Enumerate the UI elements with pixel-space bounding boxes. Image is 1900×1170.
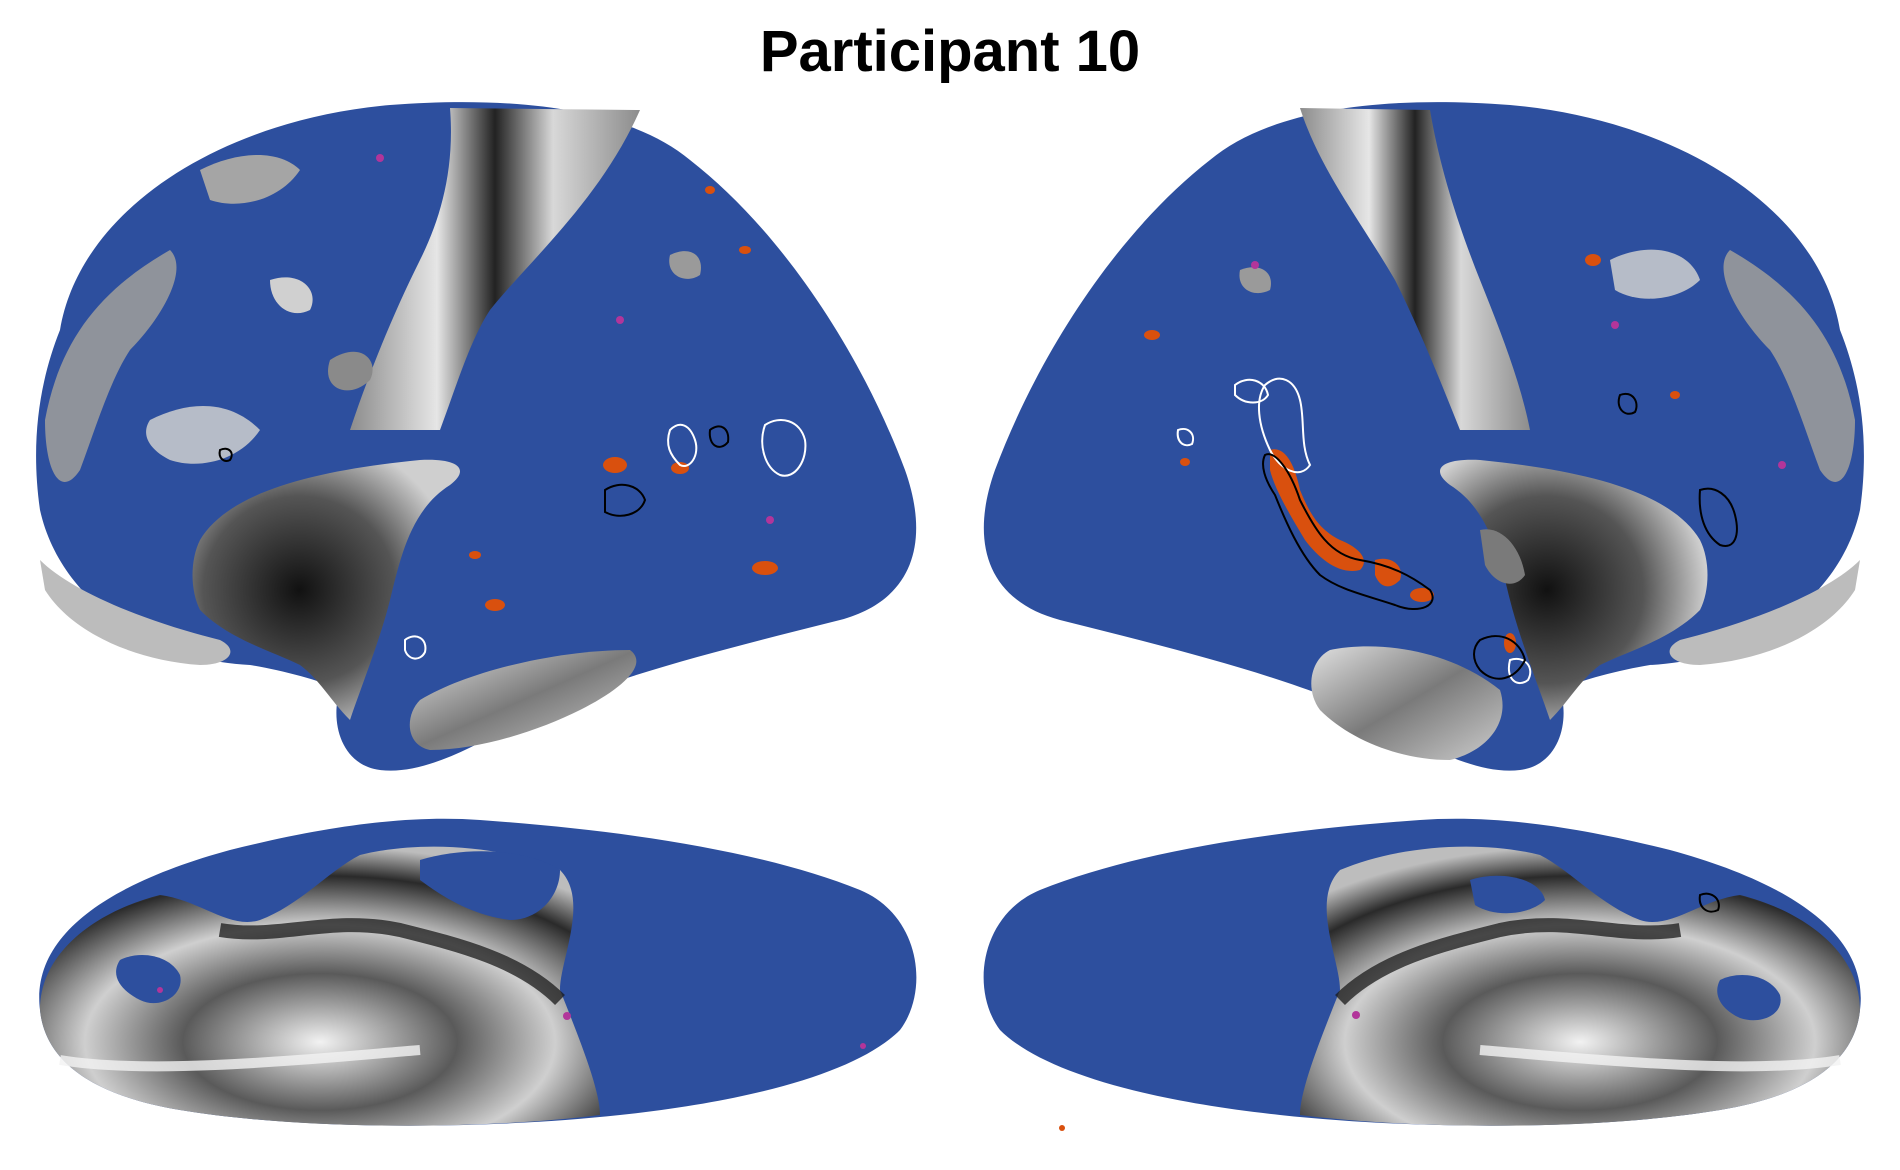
- activation-cluster: [671, 462, 689, 474]
- activation-cluster: [1180, 458, 1190, 466]
- activation-spot: [1778, 461, 1786, 469]
- frontal-gray-region-1: [45, 250, 177, 482]
- white-outline: [1234, 378, 1270, 404]
- activation-cluster: [469, 551, 481, 559]
- activation-spot: [157, 987, 163, 993]
- frontal-gray-region-4: [200, 155, 300, 204]
- right-lateral-magenta-spots: [1251, 261, 1786, 469]
- activation-spot: [616, 316, 624, 324]
- activation-spot: [1059, 1125, 1065, 1131]
- frontal-gray-region-4: [1480, 529, 1525, 584]
- activation-spot: [376, 154, 384, 162]
- activation-cluster: [739, 246, 751, 254]
- left-lateral-outlines: [218, 419, 807, 660]
- activation-spot: [1611, 321, 1619, 329]
- activation-cluster: [1410, 588, 1434, 602]
- activation-cluster: [1670, 391, 1680, 399]
- frontal-gray-region-2: [146, 406, 260, 464]
- temporal-gray-patch: [1311, 646, 1503, 760]
- activation-spot: [766, 516, 774, 524]
- activation-spot: [860, 1043, 866, 1049]
- black-outline: [1698, 892, 1720, 913]
- left-lateral-magenta-spots: [376, 154, 774, 524]
- frontal-gray-region-3: [40, 560, 231, 665]
- activation-cluster: [705, 186, 715, 194]
- parietal-gray-patch: [669, 251, 701, 279]
- parietal-gray-patch: [1239, 267, 1271, 294]
- right-lateral-hemisphere: [983, 102, 1864, 771]
- activation-cluster: [1144, 330, 1160, 340]
- left-lateral-activations: [469, 186, 778, 611]
- medial-dark-sulcus: [218, 918, 565, 1006]
- white-outline: [404, 635, 427, 660]
- activation-spot: [1251, 261, 1259, 269]
- activation-cluster: [485, 599, 505, 611]
- medial-blue-patch-1: [1717, 975, 1781, 1021]
- white-outline: [761, 419, 807, 477]
- black-outline: [1262, 453, 1434, 610]
- activation-cluster: [1270, 449, 1364, 571]
- sylvian-fissure-region: [1440, 459, 1708, 720]
- activation-cluster: [603, 457, 627, 473]
- left-medial-hemisphere: [39, 818, 917, 1126]
- medial-blue-patch-2: [1470, 875, 1545, 914]
- medial-gray-region: [1300, 846, 1860, 1126]
- activation-spot: [563, 1012, 571, 1020]
- white-outline: [1176, 428, 1194, 447]
- medial-blue-patch-2: [420, 851, 560, 920]
- activation-cluster: [1585, 254, 1601, 266]
- activation-spot: [1352, 1011, 1360, 1019]
- frontal-gray-region-2: [1610, 249, 1700, 299]
- frontal-gray-region-1: [1723, 250, 1855, 482]
- medial-dark-sulcus: [1335, 918, 1682, 1006]
- central-sulcus-band: [1300, 108, 1530, 430]
- figure-title: Participant 10: [759, 19, 1141, 84]
- frontal-gray-region-6: [328, 351, 373, 391]
- black-outline: [1617, 392, 1638, 415]
- right-medial-hemisphere: [983, 818, 1861, 1131]
- black-outline: [1698, 487, 1738, 547]
- black-outline: [708, 425, 730, 448]
- right-lateral-activations: [1144, 254, 1680, 653]
- central-sulcus-band: [350, 108, 640, 430]
- right-lateral-outlines: [1176, 377, 1738, 685]
- black-outline: [604, 483, 647, 517]
- white-outline: [1507, 657, 1532, 685]
- medial-blue-patch-1: [116, 955, 181, 1004]
- sylvian-fissure-region: [192, 459, 460, 720]
- left-lateral-hemisphere: [36, 102, 917, 771]
- medial-gray-region: [40, 846, 600, 1126]
- black-outline: [218, 447, 233, 462]
- white-outline: [1258, 377, 1312, 474]
- frontal-gray-region-5: [270, 277, 313, 314]
- white-outline: [667, 423, 698, 467]
- temporal-gray-patch: [409, 650, 637, 750]
- activation-cluster: [752, 561, 778, 575]
- frontal-gray-region-3: [1669, 560, 1860, 665]
- medial-light-ridge: [1479, 1045, 1841, 1072]
- black-outline: [1473, 635, 1527, 680]
- medial-light-ridge: [59, 1045, 421, 1072]
